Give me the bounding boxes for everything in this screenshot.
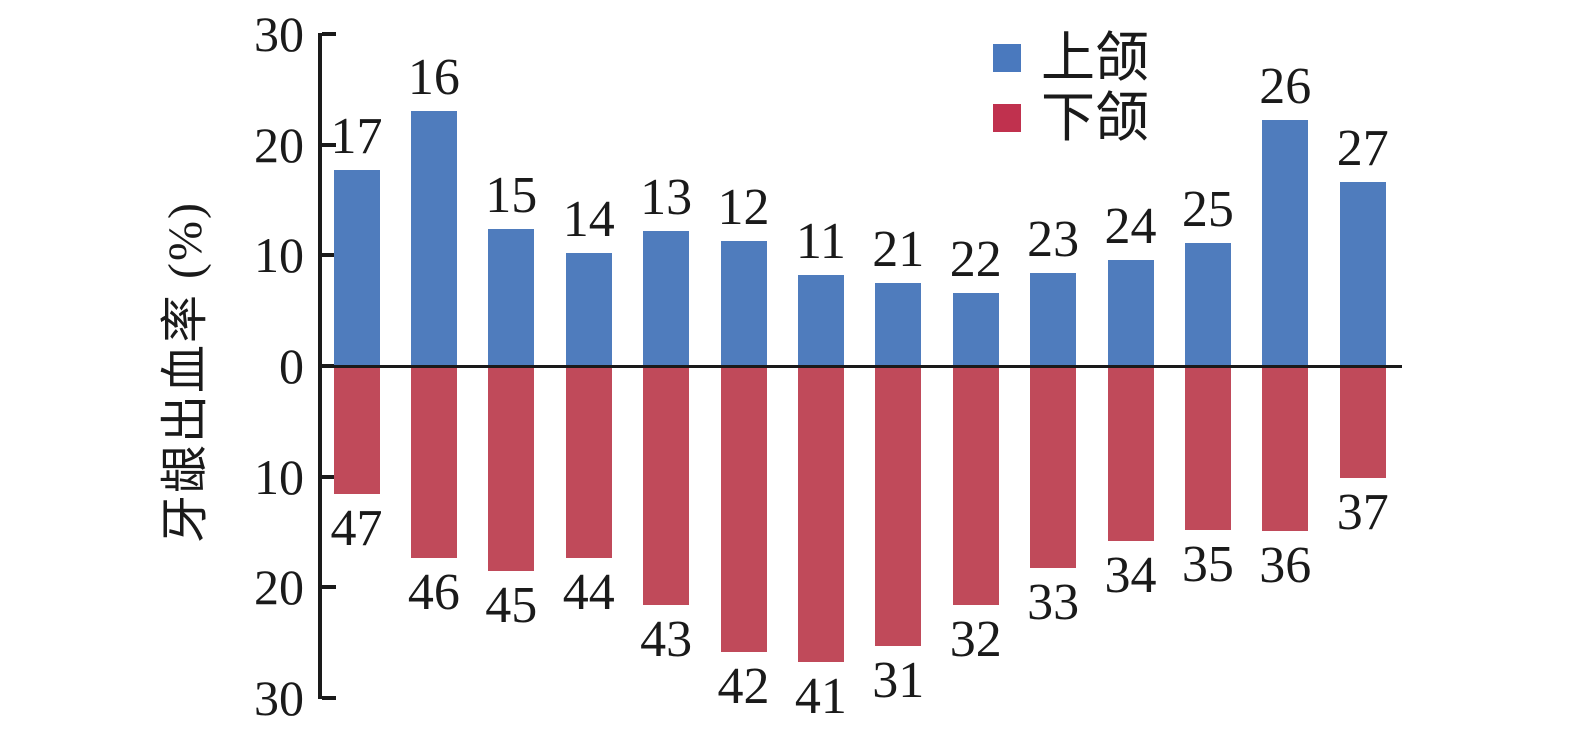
y-axis-tick-label: 30	[254, 670, 304, 727]
bar-tooth-31	[875, 368, 922, 646]
zero-baseline	[318, 365, 1402, 368]
tooth-label-13: 13	[640, 168, 693, 226]
tooth-label-47: 47	[330, 500, 383, 558]
y-axis-tick	[322, 142, 336, 147]
tooth-label-22: 22	[949, 230, 1002, 288]
y-axis-tick	[322, 31, 336, 36]
tooth-label-45: 45	[485, 576, 538, 634]
bar-tooth-43	[643, 368, 690, 605]
bar-tooth-16	[410, 111, 457, 366]
bar-tooth-45	[488, 368, 535, 571]
tooth-label-16: 16	[407, 49, 460, 107]
legend: 上颌 下颌	[993, 28, 1149, 148]
tooth-label-32: 32	[949, 610, 1002, 668]
tooth-label-24: 24	[1104, 197, 1157, 255]
tooth-label-17: 17	[330, 108, 383, 166]
tooth-label-27: 27	[1336, 120, 1389, 178]
tooth-label-12: 12	[717, 178, 770, 236]
tooth-label-23: 23	[1027, 211, 1080, 268]
bar-tooth-44	[565, 368, 612, 559]
tooth-label-14: 14	[562, 191, 615, 249]
tooth-label-25: 25	[1181, 181, 1234, 239]
y-axis-tick-label: 20	[254, 559, 304, 616]
tooth-label-11: 11	[795, 213, 846, 271]
tooth-label-26: 26	[1259, 58, 1312, 116]
legend-label-mandible: 下颌	[1041, 88, 1149, 148]
y-axis-tick-label: 10	[254, 227, 304, 284]
bar-tooth-41	[797, 368, 844, 663]
y-axis-tick	[322, 585, 336, 590]
bar-tooth-17	[333, 170, 380, 366]
tooth-label-43: 43	[640, 610, 693, 668]
tooth-label-41: 41	[794, 668, 847, 726]
bar-tooth-15	[488, 228, 535, 366]
mandible-swatch-icon	[993, 104, 1021, 132]
bar-tooth-14	[565, 253, 612, 366]
bar-tooth-37	[1339, 368, 1386, 478]
y-axis-tick-label: 0	[279, 338, 304, 394]
bar-tooth-47	[333, 368, 380, 495]
y-axis-tick-label: 20	[254, 116, 304, 173]
bar-tooth-42	[720, 368, 767, 653]
bar-tooth-32	[952, 368, 999, 605]
tooth-label-36: 36	[1259, 536, 1312, 594]
bar-tooth-12	[720, 240, 767, 366]
bar-tooth-23	[1030, 273, 1077, 366]
bar-tooth-34	[1107, 368, 1154, 541]
tooth-label-21: 21	[872, 220, 925, 278]
tooth-label-34: 34	[1104, 546, 1157, 604]
y-axis-tick-label: 10	[254, 448, 304, 505]
y-axis-tick	[322, 696, 336, 701]
bar-tooth-26	[1262, 120, 1309, 366]
tooth-label-33: 33	[1027, 574, 1080, 632]
bar-tooth-33	[1030, 368, 1077, 569]
legend-item-mandible: 下颌	[993, 88, 1149, 148]
legend-label-maxilla: 上颌	[1041, 28, 1149, 88]
bar-tooth-22	[952, 292, 999, 366]
bar-tooth-11	[797, 275, 844, 366]
bar-tooth-25	[1184, 243, 1231, 366]
tooth-label-37: 37	[1336, 483, 1389, 541]
bar-tooth-13	[643, 230, 690, 366]
bar-tooth-21	[875, 282, 922, 366]
bar-tooth-36	[1262, 368, 1309, 531]
bar-tooth-35	[1184, 368, 1231, 530]
bar-tooth-27	[1339, 182, 1386, 366]
y-axis-tick	[322, 474, 336, 479]
legend-item-maxilla: 上颌	[993, 28, 1149, 88]
maxilla-swatch-icon	[993, 44, 1021, 72]
tooth-label-46: 46	[407, 564, 460, 622]
y-axis-tick	[322, 253, 336, 258]
bar-tooth-46	[410, 368, 457, 559]
tooth-label-42: 42	[717, 658, 770, 716]
tooth-label-35: 35	[1181, 535, 1234, 593]
tooth-label-31: 31	[872, 651, 925, 709]
tooth-label-15: 15	[485, 166, 538, 224]
y-axis-tick-label: 30	[254, 5, 304, 62]
bar-tooth-24	[1107, 259, 1154, 366]
tooth-label-44: 44	[562, 564, 615, 622]
